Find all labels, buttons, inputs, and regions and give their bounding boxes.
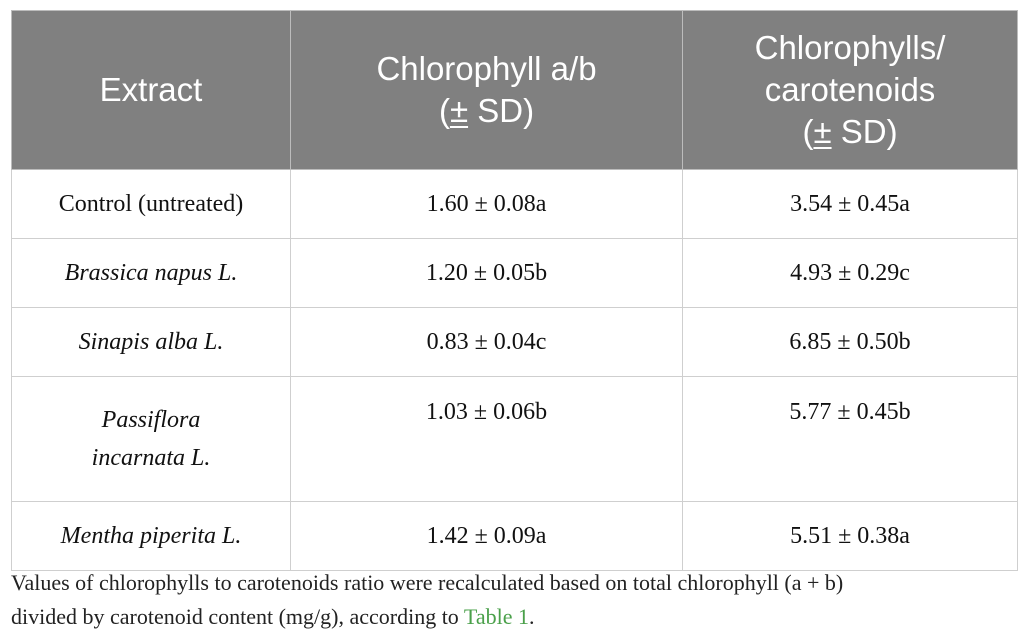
header-chl-car-open: (: [802, 113, 814, 150]
cell-chlorophylls-carotenoids: 3.54 ± 0.45a: [682, 169, 1018, 239]
header-chlorophylls-carotenoids: Chlorophylls/ carotenoids (± SD): [682, 10, 1018, 170]
table-header-row: Extract Chlorophyll a/b (± SD) Chlorophy…: [11, 10, 1018, 170]
header-chl-car-sd: SD): [831, 113, 898, 150]
header-chlorophyll-ab: Chlorophyll a/b (± SD): [290, 10, 683, 170]
cell-chlorophyll-ab: 0.83 ± 0.04c: [290, 307, 683, 377]
cell-chlorophyll-ab: 1.20 ± 0.05b: [290, 238, 683, 308]
cell-extract: Mentha piperita L.: [11, 501, 291, 571]
table-footnote: Values of chlorophylls to carotenoids ra…: [11, 566, 1021, 634]
footnote-line2: divided by carotenoid content (mg/g), ac…: [11, 604, 464, 629]
table-row: Control (untreated) 1.60 ± 0.08a 3.54 ± …: [11, 169, 1018, 239]
cell-extract: Control (untreated): [11, 169, 291, 239]
header-chlorophyll-ab-label: Chlorophyll a/b: [376, 50, 597, 87]
header-chlorophyll-ab-sd: SD): [468, 92, 535, 129]
chlorophyll-ratio-table: Extract Chlorophyll a/b (± SD) Chlorophy…: [11, 10, 1018, 571]
cell-chlorophylls-carotenoids: 6.85 ± 0.50b: [682, 307, 1018, 377]
header-chl-car-pm: ±: [813, 113, 832, 150]
footnote-line1: Values of chlorophylls to carotenoids ra…: [11, 570, 844, 595]
header-chlorophyll-ab-open: (: [438, 92, 450, 129]
cell-extract: Passiflora incarnata L.: [11, 376, 291, 502]
cell-chlorophyll-ab: 1.42 ± 0.09a: [290, 501, 683, 571]
header-chlorophyll-ab-pm: ±: [449, 92, 469, 129]
header-chl-car-line1: Chlorophylls/: [754, 29, 946, 66]
cell-chlorophylls-carotenoids: 4.93 ± 0.29c: [682, 238, 1018, 308]
table-row: Sinapis alba L. 0.83 ± 0.04c 6.85 ± 0.50…: [11, 307, 1018, 377]
header-extract-label: Extract: [99, 71, 203, 108]
cell-extract: Sinapis alba L.: [11, 307, 291, 377]
cell-extract-line1: Passiflora: [101, 407, 201, 433]
table-row: Passiflora incarnata L. 1.03 ± 0.06b 5.7…: [11, 376, 1018, 502]
data-table-container: Extract Chlorophyll a/b (± SD) Chlorophy…: [11, 10, 1018, 571]
table-1-link[interactable]: Table 1: [463, 604, 529, 629]
table-row: Mentha piperita L. 1.42 ± 0.09a 5.51 ± 0…: [11, 501, 1018, 571]
cell-chlorophyll-ab: 1.03 ± 0.06b: [290, 376, 683, 502]
footnote-end: .: [528, 604, 535, 629]
table-row: Brassica napus L. 1.20 ± 0.05b 4.93 ± 0.…: [11, 238, 1018, 308]
cell-extract-line2: incarnata L.: [91, 445, 211, 471]
cell-chlorophylls-carotenoids: 5.51 ± 0.38a: [682, 501, 1018, 571]
cell-chlorophyll-ab: 1.60 ± 0.08a: [290, 169, 683, 239]
cell-chlorophylls-carotenoids: 5.77 ± 0.45b: [682, 376, 1018, 502]
header-extract: Extract: [11, 10, 291, 170]
cell-extract: Brassica napus L.: [11, 238, 291, 308]
header-chl-car-line2: carotenoids: [764, 71, 936, 108]
